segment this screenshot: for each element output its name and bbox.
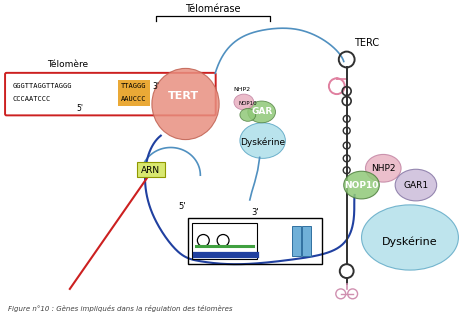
Bar: [193, 223, 257, 259]
Text: 3': 3': [252, 208, 259, 217]
Ellipse shape: [152, 68, 219, 140]
Text: Télomérase: Télomérase: [185, 4, 240, 14]
Text: GAR: GAR: [251, 107, 272, 116]
Text: 5': 5': [77, 104, 84, 113]
Ellipse shape: [240, 108, 256, 121]
Ellipse shape: [362, 205, 458, 270]
Bar: [302, 226, 311, 256]
Text: NHP2: NHP2: [233, 87, 250, 92]
Text: TTAGGG: TTAGGG: [121, 83, 147, 89]
Ellipse shape: [344, 171, 379, 199]
Ellipse shape: [395, 169, 437, 201]
Text: TERC: TERC: [354, 38, 379, 48]
Text: GAR1: GAR1: [403, 180, 428, 190]
Ellipse shape: [248, 101, 275, 123]
Text: ARN: ARN: [141, 166, 161, 175]
Text: 3': 3': [153, 82, 160, 91]
Text: Dyskérine: Dyskérine: [240, 138, 285, 147]
Bar: [292, 226, 301, 256]
Ellipse shape: [365, 155, 401, 182]
Text: 5': 5': [179, 202, 186, 211]
Text: Dyskérine: Dyskérine: [382, 236, 438, 247]
FancyBboxPatch shape: [137, 162, 165, 177]
Text: AAUCCC: AAUCCC: [121, 96, 147, 102]
Text: Télomère: Télomère: [47, 60, 88, 70]
Ellipse shape: [240, 123, 285, 158]
Text: NOP10: NOP10: [344, 180, 379, 190]
Text: CCCAATCCC: CCCAATCCC: [13, 96, 51, 102]
Text: Figure n°10 : Gènes impliqués dans la régulation des télomères: Figure n°10 : Gènes impliqués dans la ré…: [7, 305, 232, 312]
FancyBboxPatch shape: [5, 73, 216, 115]
Bar: [188, 218, 322, 264]
Ellipse shape: [234, 94, 254, 110]
Text: TERT: TERT: [168, 91, 199, 101]
Text: NHP2: NHP2: [371, 164, 395, 173]
Text: GGGTTAGGTTAGGG: GGGTTAGGTTAGGG: [13, 83, 72, 89]
Text: NOP10: NOP10: [238, 101, 257, 106]
